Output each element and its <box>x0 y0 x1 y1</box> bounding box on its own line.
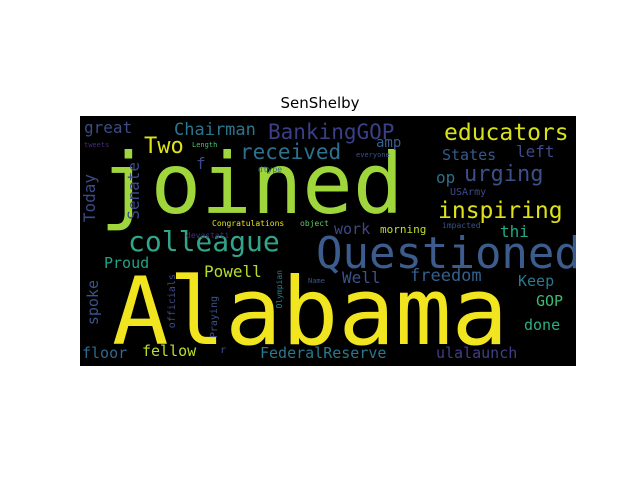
word-spoke: spoke <box>84 280 102 326</box>
word-cloud: Alabama joined Questioned colleague insp… <box>80 116 576 366</box>
word-educators: educators <box>444 120 569 146</box>
word-great: great <box>84 118 133 137</box>
word-chairman: Chairman <box>174 120 256 140</box>
word-freedom: freedom <box>410 266 482 286</box>
word-devastati: devastati <box>186 231 230 240</box>
word-praying: Praying <box>209 296 220 339</box>
word-op: op <box>436 168 456 187</box>
word-officials: officials <box>167 274 178 329</box>
word-congratulations: Congratulations <box>212 219 285 228</box>
word-length: Length <box>192 141 218 149</box>
word-olympian: Olympian <box>275 270 284 309</box>
word-urging: urging <box>464 162 544 187</box>
word-alabama: Alabama <box>112 258 509 366</box>
word-everyone: everyone <box>356 151 390 159</box>
word-inspiring: inspiring <box>438 198 563 224</box>
word-dtype: dtype <box>258 165 283 174</box>
word-name: Name <box>308 277 325 285</box>
word-federalreserve: FederalReserve <box>260 344 387 362</box>
word-well: Well <box>342 268 381 287</box>
word-questioned: Questioned <box>316 228 576 279</box>
word-tweets: tweets <box>84 141 110 149</box>
word-morning: morning <box>380 223 427 236</box>
word-keep: Keep <box>518 272 555 290</box>
word-proud: Proud <box>104 254 150 272</box>
word-powell: Powell <box>204 262 262 281</box>
word-colleague: colleague <box>128 225 280 258</box>
figure-title: SenShelby <box>280 94 360 112</box>
word-usarmy: USArmy <box>450 187 487 198</box>
word-bankinggop: BankingGOP <box>268 120 395 144</box>
word-two: Two <box>144 134 184 159</box>
word-thi: thi <box>500 222 529 241</box>
word-gop: GOP <box>536 292 564 310</box>
word-work: work <box>334 220 371 238</box>
word-amp: amp <box>376 135 402 151</box>
word-joined: joined <box>100 135 404 233</box>
word-left: left <box>516 142 555 161</box>
word-impacted: impacted <box>442 221 481 230</box>
word-floor: floor <box>82 344 128 362</box>
word-f: f <box>196 154 206 173</box>
word-fellow: fellow <box>142 342 197 360</box>
word-object: object <box>300 219 329 228</box>
word-done: done <box>524 316 561 334</box>
word-senate: Senate <box>124 162 143 220</box>
word-r: r <box>220 345 227 356</box>
word-today: Today <box>80 174 99 223</box>
word-received: received <box>240 140 342 164</box>
word-ulalaunch: ulalaunch <box>436 344 518 362</box>
word-states: States <box>442 146 497 164</box>
